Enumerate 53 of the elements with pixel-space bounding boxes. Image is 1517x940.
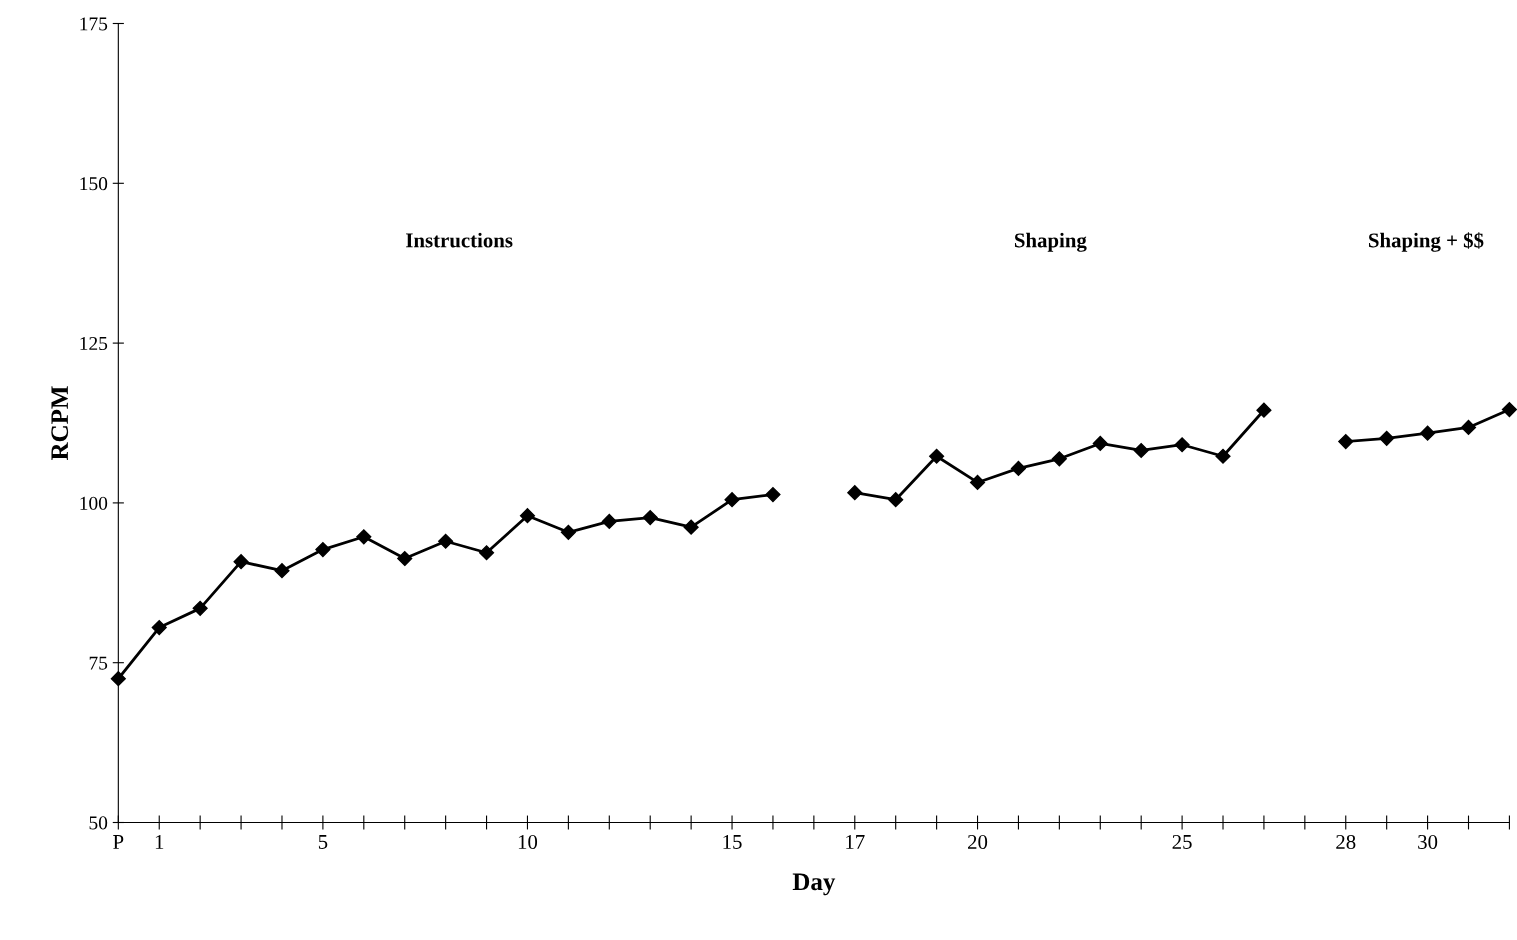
- x-tick-label: 1: [155, 835, 164, 849]
- point: [1256, 402, 1272, 418]
- point: [929, 448, 945, 464]
- point: [315, 541, 331, 558]
- point: [1051, 451, 1067, 467]
- x-axis-title: Day: [792, 873, 836, 896]
- x-tick-label: 28: [1336, 834, 1356, 849]
- point: [1501, 402, 1517, 418]
- point: [478, 545, 495, 561]
- point: [233, 554, 249, 570]
- point: [560, 524, 576, 540]
- x-tick-label: 15: [723, 835, 742, 849]
- x-tick-label: 5: [318, 835, 328, 849]
- point: [847, 485, 863, 501]
- point: [356, 529, 372, 545]
- point: [683, 519, 699, 535]
- point: [1379, 430, 1395, 446]
- x-tick-label: 25: [1172, 834, 1192, 849]
- point: [1338, 433, 1354, 450]
- y-tick-label: 175: [80, 17, 108, 31]
- point: [642, 510, 658, 526]
- point: [969, 474, 986, 491]
- annotation: Shaping: [1014, 232, 1087, 252]
- point: [888, 492, 904, 508]
- x-tick-label: 20: [968, 834, 988, 849]
- x-tick-label: 17: [846, 835, 865, 849]
- y-tick-label: 100: [80, 496, 108, 510]
- point: [1460, 419, 1477, 436]
- point: [274, 563, 290, 579]
- point: [1174, 437, 1190, 453]
- point: [601, 513, 617, 530]
- y-axis-title: RCPM: [51, 386, 69, 461]
- point: [765, 487, 781, 503]
- y-tick-label: 125: [80, 336, 108, 351]
- annotation: Shaping + $$: [1369, 232, 1484, 252]
- point: [192, 600, 208, 616]
- point: [1092, 435, 1108, 452]
- point: [438, 533, 454, 549]
- point: [519, 508, 536, 524]
- y-tick-label: 75: [89, 656, 108, 670]
- point: [1010, 460, 1027, 476]
- x-tick-label: 30: [1418, 834, 1438, 849]
- y-tick-label: 150: [80, 177, 108, 191]
- point: [397, 550, 413, 567]
- x-tick-label: P: [113, 835, 124, 849]
- point: [1133, 442, 1149, 459]
- point: [1215, 448, 1231, 464]
- x-tick-label: 10: [518, 834, 538, 849]
- point: [151, 619, 167, 636]
- point: [1420, 425, 1436, 441]
- y-tick-label: 50: [89, 816, 108, 830]
- point: [724, 492, 740, 508]
- annotation: Instructions: [406, 232, 513, 248]
